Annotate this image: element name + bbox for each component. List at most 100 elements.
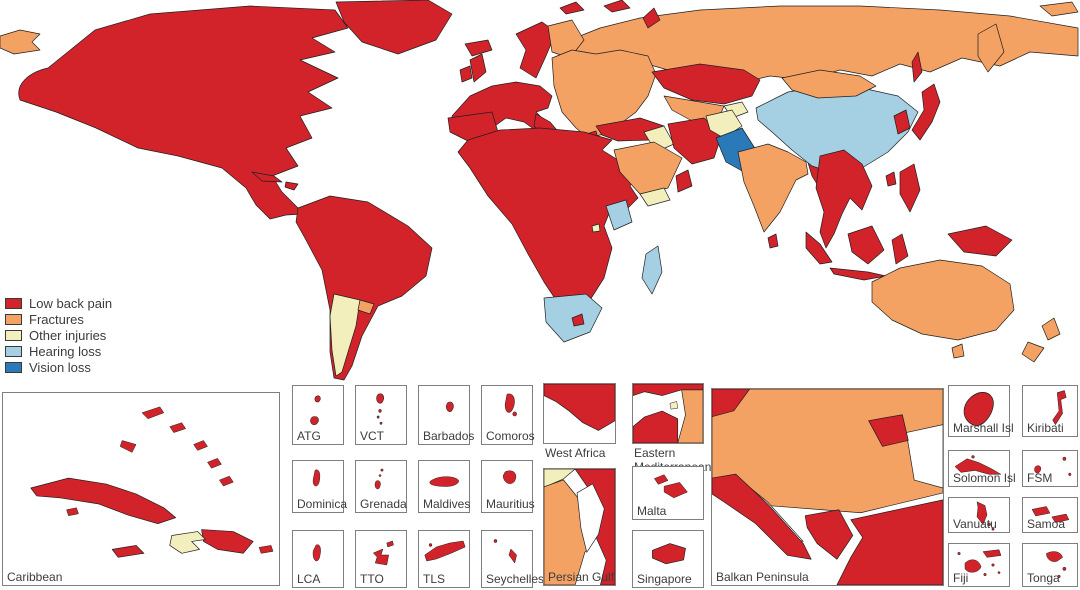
legend-item-low-back-pain: Low back pain bbox=[5, 297, 112, 310]
legend-item-other-injuries: Other injuries bbox=[5, 329, 112, 342]
region-novaya-zemlya bbox=[642, 7, 661, 29]
legend-item-hearing-loss: Hearing loss bbox=[5, 345, 112, 358]
region-iceland bbox=[464, 39, 493, 57]
region-arctic-island-1 bbox=[559, 1, 585, 15]
inset-west-africa-label: West Africa bbox=[545, 446, 606, 460]
region-oman bbox=[675, 169, 693, 193]
inset-persian-gulf-label: Persian Gulf bbox=[548, 569, 615, 584]
inset-solomon: Solomon Isl bbox=[948, 450, 1016, 487]
balkan-turkey bbox=[836, 499, 943, 585]
region-kazakhstan bbox=[651, 63, 761, 105]
legend-swatch-other-injuries bbox=[5, 330, 22, 341]
legend-label-hearing-loss: Hearing loss bbox=[29, 344, 102, 359]
inset-marshall: Marshall Isl bbox=[948, 385, 1014, 437]
region-finland bbox=[547, 19, 585, 59]
region-india bbox=[737, 143, 809, 233]
inset-mauritius: Mauritius bbox=[481, 460, 535, 513]
world-map bbox=[0, 0, 1079, 381]
region-saudi-arabia bbox=[613, 141, 683, 195]
inset-mauritius-label: Mauritius bbox=[486, 496, 535, 511]
inset-comoros-label: Comoros bbox=[486, 428, 535, 443]
inset-tonga: Tonga bbox=[1022, 543, 1078, 587]
region-yemen bbox=[639, 187, 671, 207]
legend-swatch-vision-loss bbox=[5, 362, 22, 373]
inset-malta-label: Malta bbox=[637, 503, 667, 518]
inset-caribbean: Caribbean bbox=[2, 392, 280, 586]
inset-atg: ATG bbox=[292, 385, 344, 445]
region-indochina bbox=[815, 149, 873, 249]
legend-label-low-back-pain: Low back pain bbox=[29, 296, 113, 311]
balkan-italy bbox=[712, 473, 812, 560]
inset-grenada-label: Grenada bbox=[360, 496, 407, 511]
region-scandinavia bbox=[515, 21, 557, 79]
region-north-america bbox=[18, 5, 349, 220]
inset-lca-label: LCA bbox=[297, 571, 321, 586]
region-australia bbox=[871, 259, 1015, 341]
inset-vanuatu-label: Vanuatu bbox=[953, 516, 997, 531]
inset-dominica-label: Dominica bbox=[297, 496, 348, 511]
region-united-kingdom bbox=[469, 53, 487, 83]
inset-vct-label: VCT bbox=[360, 428, 384, 443]
region-sri-lanka bbox=[767, 233, 779, 249]
legend: Low back pain Fractures Other injuries H… bbox=[5, 297, 112, 374]
region-kamchatka bbox=[977, 23, 1005, 73]
region-russia-ne-corner bbox=[1039, 1, 1079, 17]
region-greenland bbox=[335, 0, 453, 55]
region-sulawesi bbox=[891, 233, 909, 265]
region-chukotka bbox=[0, 29, 41, 55]
region-uruguay bbox=[357, 299, 375, 315]
inset-kiribati-label: Kiribati bbox=[1027, 420, 1064, 435]
inset-west-africa bbox=[543, 383, 616, 444]
region-taiwan bbox=[885, 171, 897, 187]
region-mongolia bbox=[781, 69, 877, 99]
legend-label-vision-loss: Vision loss bbox=[29, 360, 91, 375]
region-sakhalin bbox=[911, 51, 923, 83]
inset-tto-label: TTO bbox=[360, 571, 384, 586]
region-madagascar bbox=[641, 245, 663, 295]
inset-fiji: Fiji bbox=[948, 543, 1010, 587]
region-burundi bbox=[591, 223, 601, 233]
balkan-greece bbox=[804, 509, 854, 560]
region-korea bbox=[893, 109, 911, 135]
legend-label-other-injuries: Other injuries bbox=[29, 328, 107, 343]
region-papua-new-guinea bbox=[947, 225, 1013, 257]
caribbean-map bbox=[30, 406, 274, 558]
region-kenya bbox=[605, 199, 633, 231]
inset-barbados-label: Barbados bbox=[423, 428, 475, 443]
inset-dominica: Dominica bbox=[292, 460, 348, 513]
inset-caribbean-label: Caribbean bbox=[7, 569, 63, 584]
region-sumatra bbox=[805, 231, 833, 265]
inset-comoros: Comoros bbox=[481, 385, 535, 445]
caribbean-dominican-republic bbox=[201, 529, 254, 554]
inset-balkan-label: Balkan Peninsula bbox=[716, 569, 809, 584]
inset-kiribati: Kiribati bbox=[1022, 385, 1078, 437]
legend-swatch-hearing-loss bbox=[5, 346, 22, 357]
inset-fsm-label: FSM bbox=[1027, 470, 1053, 485]
inset-singapore-label: Singapore bbox=[637, 571, 692, 586]
inset-seychelles: Seychelles bbox=[481, 530, 544, 588]
inset-maldives-label: Maldives bbox=[423, 496, 471, 511]
caribbean-haiti bbox=[169, 531, 206, 554]
region-borneo bbox=[847, 225, 885, 265]
region-iran bbox=[667, 117, 723, 165]
balkan-moldova bbox=[868, 414, 909, 447]
inset-fsm: FSM bbox=[1022, 450, 1078, 487]
region-philippines bbox=[899, 163, 921, 213]
region-new-zealand-south bbox=[1021, 341, 1045, 363]
inset-grenada: Grenada bbox=[355, 460, 407, 513]
region-lesotho bbox=[571, 313, 585, 327]
region-south-america bbox=[295, 195, 433, 381]
inset-lca: LCA bbox=[292, 530, 344, 588]
inset-eastern-mediterranean bbox=[632, 383, 704, 444]
inset-vct: VCT bbox=[355, 385, 407, 445]
legend-label-fractures: Fractures bbox=[29, 312, 84, 327]
caribbean-jamaica bbox=[111, 545, 145, 558]
region-new-zealand-north bbox=[1041, 317, 1061, 341]
inset-samoa-label: Samoa bbox=[1027, 516, 1066, 531]
legend-swatch-low-back-pain bbox=[5, 298, 22, 309]
inset-tonga-label: Tonga bbox=[1027, 570, 1060, 585]
inset-tls: TLS bbox=[418, 530, 470, 588]
region-japan bbox=[911, 83, 941, 141]
inset-malta: Malta bbox=[632, 466, 704, 520]
